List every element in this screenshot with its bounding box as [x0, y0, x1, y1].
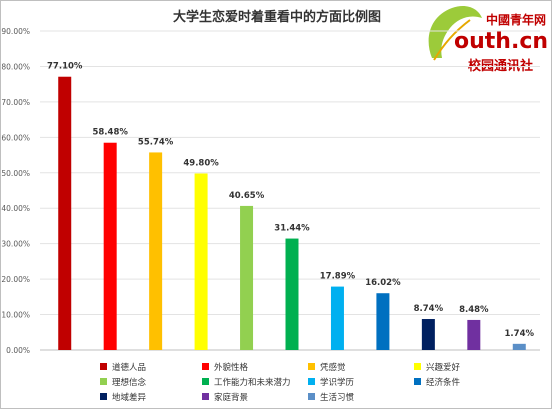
y-tick-label: 80.00%	[1, 62, 30, 71]
bar	[512, 343, 526, 350]
legend-label: 兴趣爱好	[426, 362, 461, 373]
y-tick-label: 10.00%	[1, 311, 30, 320]
y-axis-ticks: 0.00% 10.00% 20.00% 30.00% 40.00% 50.00% 60.00…	[1, 27, 30, 355]
y-tick-label: 40.00%	[1, 204, 30, 213]
legend-item: 道德人品	[100, 360, 202, 373]
legend-label: 工作能力和未来潜力	[214, 377, 291, 388]
bar	[240, 205, 254, 350]
youth-cn-logo: 中國青年网 outh.cn 校园通讯社	[428, 6, 548, 74]
legend-label: 生活习惯	[320, 392, 355, 403]
legend-swatch	[414, 363, 421, 370]
logo-main-text: outh.cn	[454, 29, 548, 54]
bar	[330, 286, 344, 350]
data-label: 40.65%	[229, 191, 265, 201]
data-label: 16.02%	[365, 278, 401, 288]
leaf-stem-icon	[433, 19, 471, 61]
bar	[194, 173, 208, 350]
legend-label: 道德人品	[112, 362, 147, 373]
bars	[58, 76, 526, 351]
y-tick-label: 70.00%	[1, 98, 30, 107]
legend-swatch	[202, 378, 209, 385]
legend-item: 兴趣爱好	[414, 360, 520, 373]
data-label: 8.48%	[459, 305, 489, 315]
bar	[421, 319, 435, 350]
y-tick-label: 60.00%	[1, 133, 30, 142]
bar	[285, 238, 299, 350]
legend-item: 经济条件	[414, 375, 520, 388]
legend-swatch	[202, 363, 209, 370]
legend-item: 理想信念	[100, 375, 202, 388]
chart-legend: 道德人品 外貌性格 凭感觉 兴趣爱好理想信念 工作能力和未来潜力 学识学历 经济条件地域差异…	[100, 360, 540, 403]
y-tick-label: 90.00%	[1, 27, 30, 36]
legend-swatch	[100, 378, 107, 385]
bar	[58, 76, 72, 351]
legend-swatch	[414, 378, 421, 385]
legend-label: 凭感觉	[320, 362, 346, 373]
legend-item: 地域差异	[100, 390, 202, 403]
legend-item: 家庭背景	[202, 390, 308, 403]
leaf-icon	[428, 6, 482, 59]
legend-item: 工作能力和未来潜力	[202, 375, 308, 388]
data-label: 17.89%	[320, 272, 356, 282]
data-label: 55.74%	[138, 137, 174, 147]
logo-top-text: 中國青年网	[486, 12, 546, 27]
data-label: 8.74%	[414, 304, 444, 314]
legend-item: 外貌性格	[202, 360, 308, 373]
legend-swatch	[308, 393, 315, 400]
y-tick-label: 30.00%	[1, 240, 30, 249]
legend-swatch	[100, 393, 107, 400]
legend-item: 凭感觉	[308, 360, 414, 373]
legend-item: 生活习惯	[308, 390, 414, 403]
legend-label: 家庭背景	[214, 392, 249, 403]
legend-swatch	[202, 393, 209, 400]
bar	[103, 142, 117, 350]
y-tick-label: 20.00%	[1, 275, 30, 284]
data-label: 49.80%	[183, 158, 219, 168]
legend-swatch	[308, 363, 315, 370]
legend-swatch	[308, 378, 315, 385]
legend-item: 学识学历	[308, 375, 414, 388]
legend-label: 外貌性格	[214, 362, 249, 373]
legend-label: 理想信念	[112, 377, 147, 388]
y-tick-label: 50.00%	[1, 169, 30, 178]
bar	[149, 152, 163, 350]
bar	[376, 293, 390, 350]
legend-label: 地域差异	[112, 392, 147, 403]
data-labels: 77.10% 58.48% 55.74% 49.80% 40.65% 31.44% 17.8…	[47, 62, 534, 339]
data-label: 31.44%	[274, 224, 310, 234]
legend-label: 经济条件	[426, 377, 461, 388]
legend-swatch	[100, 363, 107, 370]
bar	[467, 319, 481, 350]
chart-title: 大学生恋爱时着重看中的方面比例图	[172, 10, 381, 25]
data-label: 77.10%	[47, 62, 83, 72]
data-label: 58.48%	[92, 128, 128, 138]
data-label: 1.74%	[505, 329, 535, 339]
y-tick-label: 0.00%	[6, 346, 30, 355]
legend-label: 学识学历	[320, 377, 355, 388]
